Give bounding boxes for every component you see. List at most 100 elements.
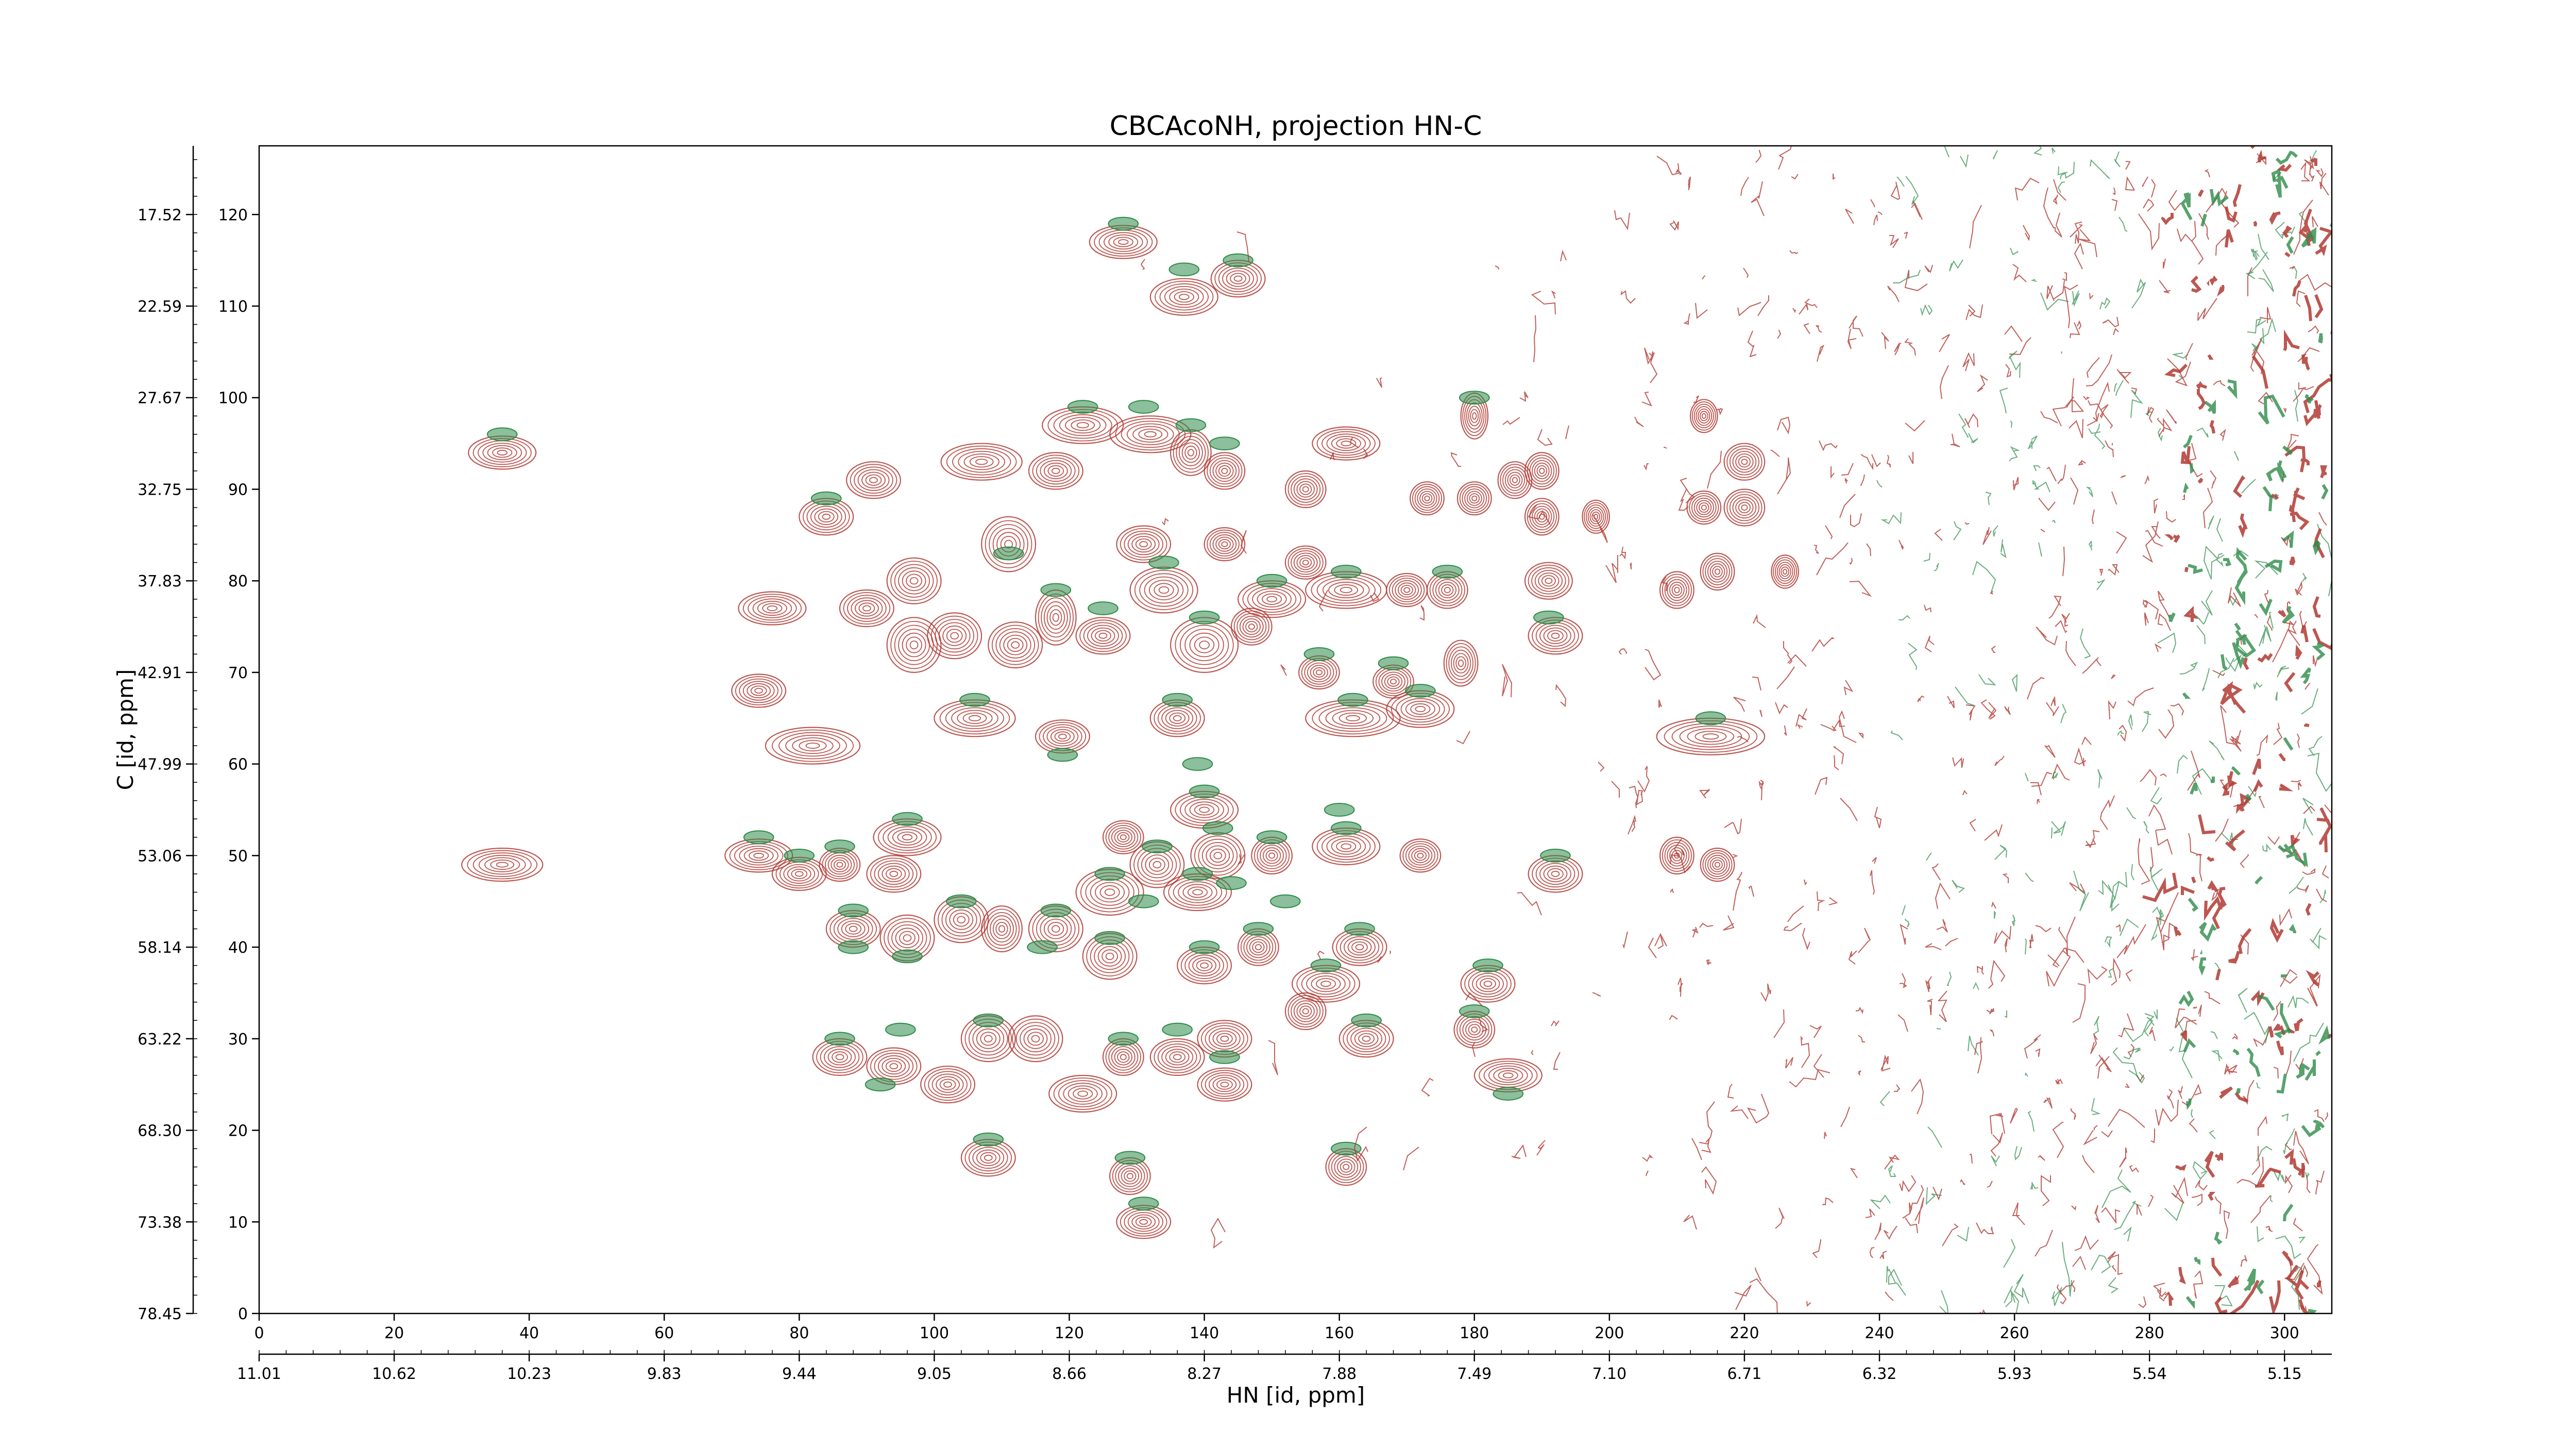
y-index-tick-label: 40: [228, 939, 248, 957]
x-ppm-tick-label: 9.05: [917, 1365, 952, 1383]
negative-contour: [1405, 684, 1436, 698]
peak-contour: [1473, 1058, 1543, 1092]
peak-contour: [1524, 452, 1560, 490]
noise-negative-strong: [2168, 150, 2332, 1313]
negative-contour: [1270, 894, 1301, 908]
peak-contour: [1028, 452, 1083, 490]
peak-contour: [1075, 617, 1131, 655]
negative-contour: [1162, 693, 1193, 707]
y-ppm-tick-label: 78.45: [138, 1305, 182, 1323]
y-index-tick-label: 60: [228, 756, 248, 774]
x-ppm-tick-label: 5.54: [2132, 1365, 2167, 1383]
y-ppm-tick-label: 42.91: [138, 664, 182, 682]
peak-contour: [845, 461, 901, 499]
peak-contour: [866, 855, 922, 893]
negative-contour: [1162, 1022, 1193, 1037]
x-index-tick-label: 180: [1460, 1324, 1489, 1342]
y-ppm-tick-label: 32.75: [138, 481, 182, 499]
peak-contour: [1035, 589, 1077, 646]
negative-contour: [1256, 830, 1287, 845]
negative-contour: [993, 546, 1024, 561]
peak-contour: [981, 516, 1037, 572]
y-ppm-tick-label: 37.83: [138, 572, 182, 591]
negative-contour: [1533, 610, 1564, 625]
peak-contour: [940, 443, 1023, 481]
x-ppm-tick-label: 8.27: [1187, 1365, 1222, 1383]
negative-contour: [1331, 821, 1362, 835]
peak-contour: [1443, 639, 1479, 687]
negative-contour: [743, 830, 774, 845]
peak-contour: [839, 589, 894, 628]
x-index-tick-label: 240: [1865, 1324, 1894, 1342]
peak-contour: [927, 612, 982, 660]
negative-contour: [1142, 839, 1173, 853]
x-ppm-tick-label: 6.71: [1727, 1365, 1762, 1383]
negative-contour: [1202, 821, 1233, 835]
negative-contour: [811, 491, 842, 506]
negative-contour: [1189, 940, 1220, 954]
negative-contour: [1114, 1151, 1146, 1165]
x-index-tick-label: 0: [254, 1324, 264, 1342]
peak-contour: [1129, 566, 1198, 614]
negative-contour: [838, 940, 869, 954]
peak-contour: [1102, 820, 1144, 854]
y-index-tick-label: 100: [218, 390, 248, 408]
peak-contour: [1149, 1038, 1205, 1076]
negative-contour: [1324, 803, 1355, 817]
negative-contour: [487, 427, 518, 442]
negative-contour: [1067, 400, 1098, 414]
y-axis-ppm: 78.45 73.38 68.30 63.22 58.14 53.06 47.99 42.91…: [138, 146, 197, 1323]
y-index-tick-label: 50: [228, 847, 248, 865]
y-index-tick-label: 80: [228, 572, 248, 591]
x-index-tick-label: 280: [2135, 1324, 2164, 1342]
x-ppm-tick-label: 10.62: [372, 1365, 416, 1383]
y-ppm-tick-label: 58.14: [138, 939, 182, 957]
negative-contour: [1344, 922, 1375, 936]
peak-contour: [1204, 527, 1246, 562]
peak-contour: [1149, 278, 1218, 316]
peak-contour: [1312, 426, 1381, 461]
x-ppm-tick-label: 6.32: [1862, 1365, 1897, 1383]
noise-contours: [1140, 146, 2332, 1313]
y-ppm-tick-label: 73.38: [138, 1214, 182, 1232]
peak-contour: [1410, 481, 1445, 516]
peak-contour: [1284, 545, 1327, 580]
peak-contour: [765, 727, 861, 765]
peak-contour: [1582, 499, 1610, 534]
chart-title: CBCAcoNH, projection HN-C: [1110, 111, 1482, 142]
x-ppm-tick-label: 8.66: [1052, 1365, 1087, 1383]
x-ppm-tick-label: 7.10: [1592, 1365, 1626, 1383]
negative-contour: [1223, 253, 1253, 267]
negative-contour: [824, 1032, 855, 1046]
negative-contour: [1040, 583, 1072, 597]
x-index-tick-label: 80: [789, 1324, 809, 1342]
x-axis-ppm: 11.01 10.62 10.23 9.83 9.44 9.05 8.66 8.27 7.88 7…: [237, 1350, 2332, 1383]
negative-contour: [946, 894, 977, 908]
peak-contour: [1170, 617, 1239, 673]
negative-contour: [1459, 391, 1490, 405]
x-ppm-tick-label: 5.93: [1997, 1365, 2032, 1383]
peak-contour: [1197, 1067, 1252, 1102]
peak-contour: [731, 673, 787, 708]
negative-contour: [1209, 1050, 1240, 1064]
peak-contour: [1700, 552, 1735, 591]
y-index-tick-label: 90: [228, 481, 248, 499]
x-ppm-tick-label: 10.23: [507, 1365, 551, 1383]
negative-contour: [1088, 601, 1118, 615]
negative-contour: [1540, 849, 1571, 863]
x-ppm-tick-label: 7.49: [1457, 1365, 1492, 1383]
peak-contour: [1251, 836, 1293, 875]
negative-contour: [784, 849, 815, 863]
negative-contour: [1695, 711, 1726, 726]
negative-contour: [1310, 958, 1342, 972]
peak-contour: [1109, 415, 1192, 453]
peak-contour: [920, 1066, 976, 1104]
negative-contour: [892, 949, 923, 964]
negative-contour: [1331, 1141, 1362, 1156]
y-ppm-tick-label: 27.67: [138, 390, 182, 408]
peak-contour: [461, 847, 544, 882]
y-index-tick-label: 0: [238, 1305, 248, 1323]
peak-contour: [1116, 525, 1172, 563]
negative-contour: [1128, 1197, 1159, 1211]
